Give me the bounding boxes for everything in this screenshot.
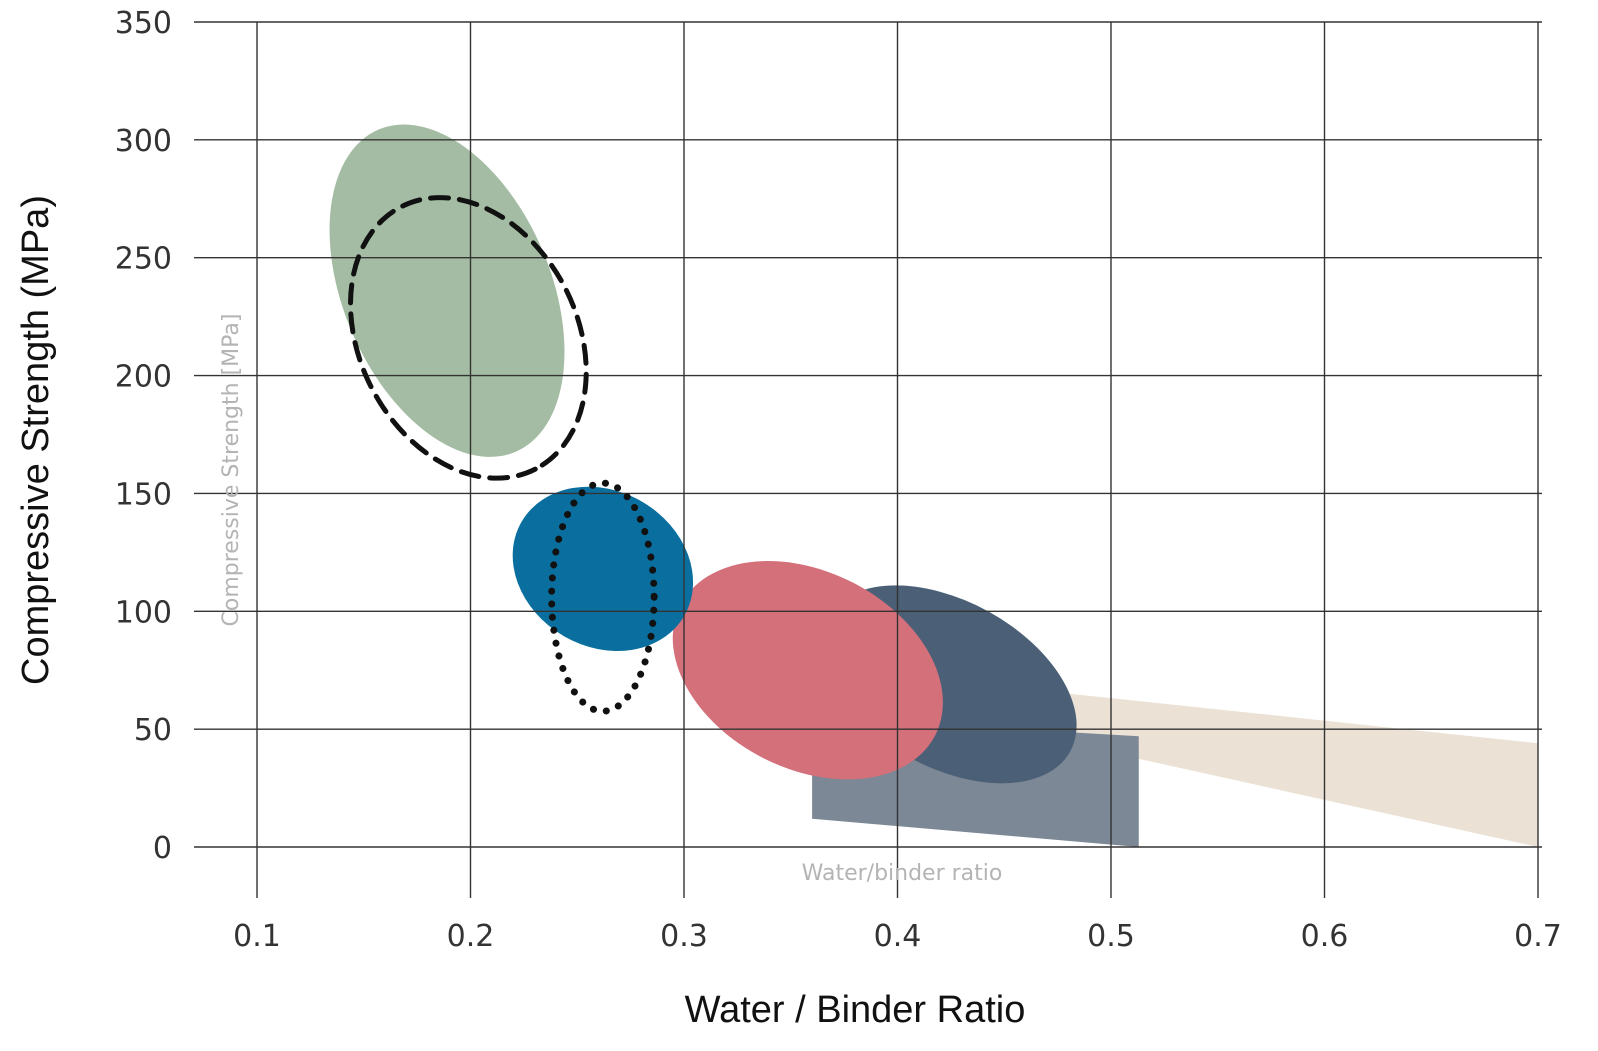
y-tick-label: 100 <box>115 595 172 630</box>
x-tick-label: 0.5 <box>1087 919 1135 954</box>
x-tick-label: 0.3 <box>660 919 708 954</box>
y-tick-label: 350 <box>115 6 172 41</box>
y-tick-label: 150 <box>115 477 172 512</box>
y-tick-label: 300 <box>115 124 172 159</box>
y-tick-label: 250 <box>115 242 172 277</box>
x-axis-title: Water / Binder Ratio <box>685 989 1026 1031</box>
y-axis-ticks: 0 50 100 150 200 250 300 350 <box>115 6 172 866</box>
x-tick-label: 0.4 <box>874 919 922 954</box>
x-tick-label: 0.7 <box>1514 919 1562 954</box>
x-tick-label: 0.2 <box>447 919 495 954</box>
x-axis-ticks: 0.1 0.2 0.3 0.4 0.5 0.6 0.7 <box>233 919 1562 954</box>
x-tick-label: 0.6 <box>1301 919 1349 954</box>
y-axis-title: Compressive Strength (MPa) <box>15 195 57 685</box>
region-ellipse-5 <box>283 89 611 492</box>
inner-y-axis-label: Compressive Strength [MPa] <box>219 314 244 627</box>
inner-x-axis-label: Water/binder ratio <box>802 861 1003 886</box>
y-tick-label: 50 <box>134 713 172 748</box>
y-tick-label: 200 <box>115 360 172 395</box>
y-tick-label: 0 <box>153 831 172 866</box>
x-tick-label: 0.1 <box>233 919 281 954</box>
